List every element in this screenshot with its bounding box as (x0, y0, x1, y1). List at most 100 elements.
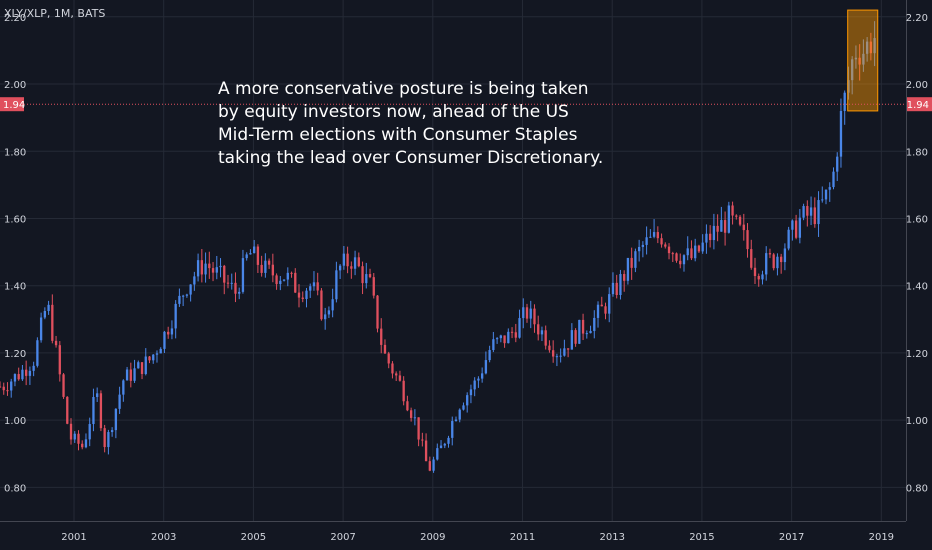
candle-body (294, 272, 297, 293)
candle-body (529, 308, 532, 319)
candle-body (338, 265, 342, 271)
candle-body (858, 57, 861, 65)
candle-body (544, 330, 547, 346)
candle-body (148, 356, 151, 361)
candle-body (249, 253, 252, 255)
x-tick-label: 2011 (510, 532, 535, 543)
y-tick-label-right: 2.00 (906, 80, 928, 91)
candle-body (720, 220, 723, 232)
candle-body (368, 274, 372, 278)
candle-body (118, 394, 121, 409)
candle-body (193, 276, 196, 285)
y-tick-label-right: 1.20 (906, 349, 928, 360)
candle-body (372, 277, 375, 296)
candle-body (746, 230, 749, 250)
candle-body (290, 272, 293, 274)
y-tick-label-right: 1.40 (906, 282, 928, 293)
candle-body (708, 233, 712, 241)
candle-body (630, 257, 633, 268)
candle-body (409, 410, 413, 418)
candle-body (77, 433, 80, 444)
candle-body (200, 260, 203, 275)
candle-body (641, 244, 645, 247)
candle-body (480, 373, 484, 379)
candle-body (682, 255, 686, 265)
candle-body (174, 303, 177, 329)
x-tick-label: 2013 (599, 532, 624, 543)
candle-body (305, 290, 308, 299)
candle-body (204, 263, 207, 275)
candle-body (275, 275, 278, 285)
candle-body (705, 233, 708, 243)
candle-body (223, 265, 226, 283)
candle-body (260, 264, 263, 273)
candle-body (451, 421, 454, 438)
candle-body (731, 205, 734, 216)
candle-body (252, 246, 256, 254)
candle-body (862, 53, 865, 65)
candle-body (178, 295, 181, 304)
candle-body (140, 362, 144, 374)
candle-body (469, 389, 473, 396)
candle-body (761, 274, 764, 280)
candle-body (492, 339, 495, 351)
candle-body (215, 267, 218, 273)
candle-body (84, 439, 88, 448)
candle-body (245, 254, 248, 259)
candle-body (742, 224, 745, 231)
candle-body (540, 330, 544, 335)
candle-body (110, 430, 114, 433)
candle-body (652, 232, 656, 237)
candle-body (447, 437, 450, 444)
candle-body (267, 260, 271, 265)
candle-body (256, 246, 260, 265)
candle-body (66, 396, 69, 424)
candle-body (611, 282, 615, 295)
candle-body (727, 205, 730, 233)
candle-body (312, 282, 316, 287)
x-tick-label: 2007 (330, 532, 355, 543)
candle-body (25, 369, 28, 376)
y-tick-label-right: 1.00 (906, 416, 928, 427)
candle-body (387, 353, 390, 364)
candle-body (159, 348, 162, 354)
candle-body (219, 265, 222, 268)
candle-body (230, 282, 233, 284)
candle-body (428, 461, 431, 471)
candle-body (809, 207, 813, 216)
candle-body (735, 215, 738, 217)
candle-body (847, 80, 850, 93)
candle-body (458, 409, 461, 420)
candle-body (548, 345, 551, 351)
y-tick-label-right: 1.80 (906, 147, 928, 158)
price-label-right-bg (907, 97, 932, 112)
candle-body (780, 256, 783, 263)
candle-body (234, 282, 237, 294)
candle-body (768, 253, 772, 255)
candle-body (417, 417, 420, 440)
candle-body (664, 244, 667, 247)
candle-body (608, 294, 611, 314)
candle-body (581, 319, 585, 334)
candle-body (865, 41, 869, 54)
candle-body (96, 393, 99, 398)
candle-body (114, 408, 118, 431)
candle-body (107, 432, 110, 448)
candle-body (47, 304, 50, 311)
candle-body (563, 348, 566, 356)
candle-body (839, 110, 843, 157)
candle-body (873, 38, 876, 54)
candle-body (316, 282, 319, 291)
candle-body (51, 304, 54, 341)
candle-body (58, 345, 61, 375)
annotation-line: Mid-Term elections with Consumer Staples (218, 125, 578, 145)
candle-body (634, 251, 637, 268)
candle-body (331, 299, 334, 311)
candle-body (350, 266, 353, 269)
candle-body (533, 308, 536, 325)
candle-body (39, 317, 43, 341)
candle-body (806, 206, 809, 216)
candle-body (17, 374, 20, 380)
candle-body (783, 248, 787, 263)
candle-body (671, 253, 674, 255)
